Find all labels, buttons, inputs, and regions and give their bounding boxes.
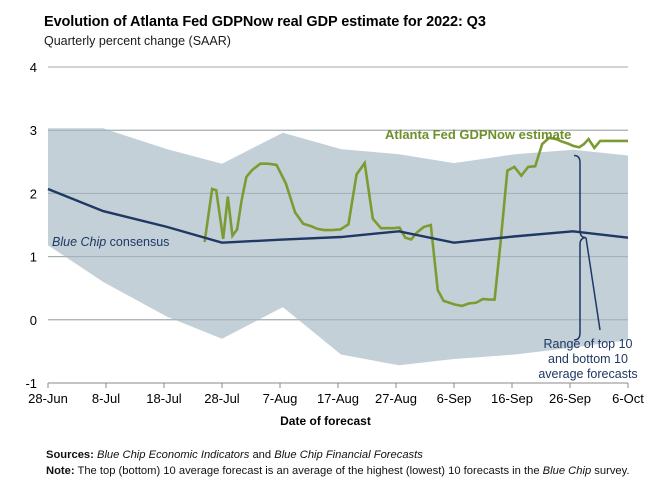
y-tick-label-2: 2	[30, 186, 37, 201]
x-tick-label-0: 28-Jun	[28, 391, 68, 406]
x-tick-label-10: 6-Oct	[612, 391, 644, 406]
annotation-bluechip-italic: Blue Chip	[52, 235, 106, 249]
y-tick-label-3: 3	[30, 123, 37, 138]
x-tick-label-5: 17-Aug	[317, 391, 359, 406]
x-tick-label-2: 18-Jul	[146, 391, 182, 406]
sources-label: Sources:	[46, 449, 94, 461]
x-tick-label-1: 8-Jul	[92, 391, 120, 406]
sources-and: and	[249, 449, 275, 461]
annotation-bluechip-label: Blue Chip consensus	[52, 235, 169, 249]
x-tick-label-3: 28-Jul	[204, 391, 240, 406]
sources-text-2: Blue Chip Financial Forecasts	[274, 449, 423, 461]
range-annotation-leader	[585, 237, 601, 331]
sources-text-1: Blue Chip Economic Indicators	[96, 449, 250, 461]
x-tick-label-9: 26-Sep	[549, 391, 591, 406]
range-band-area	[48, 128, 628, 366]
page-title: Evolution of Atlanta Fed GDPNow real GDP…	[44, 14, 486, 30]
chart-plot-area: -1 0 1 2 3 4 28-Jun 8-Jul 18-Jul 28-Jul 7-Aug 17-Au…	[25, 60, 644, 406]
series-line-gdpnow	[203, 136, 628, 308]
annotation-range-line-1: Range of top 10	[544, 337, 633, 351]
y-tick-label--1: -1	[25, 376, 37, 391]
x-tick-label-7: 6-Sep	[437, 391, 472, 406]
annotation-bluechip-rest: consensus	[106, 235, 169, 249]
x-axis-title: Date of forecast	[280, 414, 371, 428]
y-tick-label-0: 0	[30, 313, 37, 328]
series-line-bluechip	[47, 187, 629, 244]
annotation-range-line-2: and bottom 10	[548, 352, 628, 366]
chart-subtitle: Quarterly percent change (SAAR)	[44, 34, 231, 48]
x-tick-label-4: 7-Aug	[263, 391, 298, 406]
note-label: Note:	[46, 464, 75, 477]
sources-line: Sources: Blue Chip Economic Indicators a…	[46, 448, 630, 464]
note-line: Note: The top (bottom) 10 average foreca…	[46, 464, 630, 480]
y-tick-label-1: 1	[30, 250, 37, 265]
annotation-range-line-3: average forecasts	[538, 367, 637, 381]
note-text-2: Blue Chip	[542, 464, 592, 477]
y-tick-label-4: 4	[30, 60, 37, 75]
x-tick-label-6: 27-Aug	[375, 391, 417, 406]
x-tick-label-8: 16-Sep	[491, 391, 533, 406]
note-text-3: survey.	[591, 464, 630, 477]
note-text-1: The top (bottom) 10 average forecast is …	[77, 464, 543, 477]
chart-footnotes: Sources: Blue Chip Economic Indicators a…	[46, 448, 630, 479]
annotation-gdpnow-label: Atlanta Fed GDPNow estimate	[385, 127, 571, 142]
